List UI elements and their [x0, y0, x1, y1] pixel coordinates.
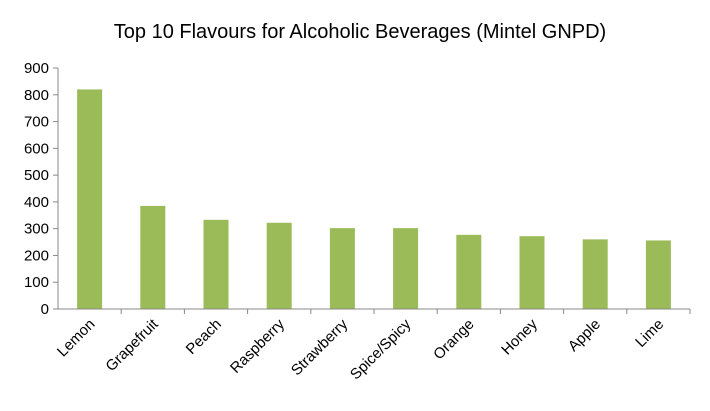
x-tick-label: Peach — [183, 316, 225, 358]
y-tick-label: 800 — [24, 87, 49, 104]
bar-lime — [645, 240, 671, 309]
y-tick-label: 200 — [24, 247, 49, 264]
bar-lemon — [77, 89, 103, 309]
y-tick-label: 0 — [41, 301, 49, 318]
x-axis-labels: Lemon Grapefruit Peach Raspberry StrawberryS… — [54, 309, 691, 383]
x-tick-label: Strawberry — [288, 315, 352, 379]
x-tick-label: Orange — [430, 316, 477, 363]
bar-grapefruit — [140, 205, 166, 309]
bar-strawberry — [329, 228, 355, 309]
x-tick-label: Grapefruit — [102, 315, 162, 375]
bar-honey — [519, 236, 545, 309]
x-tick-label: Apple — [565, 316, 604, 355]
x-tick-label: Lime — [632, 316, 667, 351]
x-tick-label: Honey — [498, 315, 541, 358]
x-tick-label: Lemon — [54, 316, 98, 360]
y-tick-label: 400 — [24, 194, 49, 211]
y-tick-label: 100 — [24, 274, 49, 291]
bar-peach — [203, 219, 229, 309]
y-tick-label: 600 — [24, 140, 49, 157]
y-axis-ticks: 0 100 200 300 400 500 600 700 800 900 — [24, 60, 58, 318]
x-tick-label: Raspberry — [227, 315, 288, 376]
bar-spice-spicy — [393, 228, 419, 309]
bar-apple — [582, 239, 608, 309]
chart-title: Top 10 Flavours for Alcoholic Beverages … — [114, 21, 606, 43]
bar-raspberry — [266, 222, 292, 309]
x-tick-label: Spice/Spicy — [347, 315, 415, 383]
y-tick-label: 500 — [24, 167, 49, 184]
bars-group — [77, 89, 671, 309]
bar-orange — [456, 234, 482, 309]
y-tick-label: 900 — [24, 60, 49, 77]
y-tick-label: 300 — [24, 221, 49, 238]
y-tick-label: 700 — [24, 114, 49, 131]
